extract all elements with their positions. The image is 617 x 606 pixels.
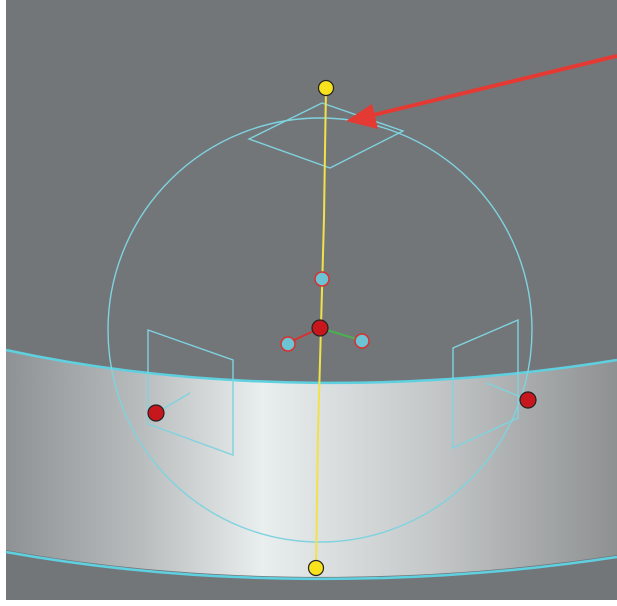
manipulator-sphere-outline — [107, 117, 533, 543]
z-axis-handle[interactable] — [354, 333, 370, 349]
left-plane-gizmo[interactable] — [147, 329, 234, 457]
surface-top-edge — [5, 348, 617, 385]
right-plane-gizmo[interactable] — [452, 318, 519, 450]
viewport-frame-left — [0, 0, 6, 606]
left-equator-handle[interactable] — [147, 404, 165, 422]
annotation-arrow-shaft — [364, 54, 617, 119]
upper-axis-handle[interactable] — [314, 271, 330, 287]
top-pole-handle[interactable] — [317, 79, 335, 97]
x-axis-handle[interactable] — [280, 336, 296, 352]
annotation-arrow-head — [346, 104, 378, 129]
center-handle[interactable] — [311, 319, 329, 337]
viewport-frame-bottom — [0, 600, 617, 606]
surface-bottom-edge — [5, 550, 617, 581]
annotation-arrow — [346, 54, 617, 129]
right-equator-handle[interactable] — [519, 391, 537, 409]
bottom-pole-handle[interactable] — [307, 559, 325, 577]
